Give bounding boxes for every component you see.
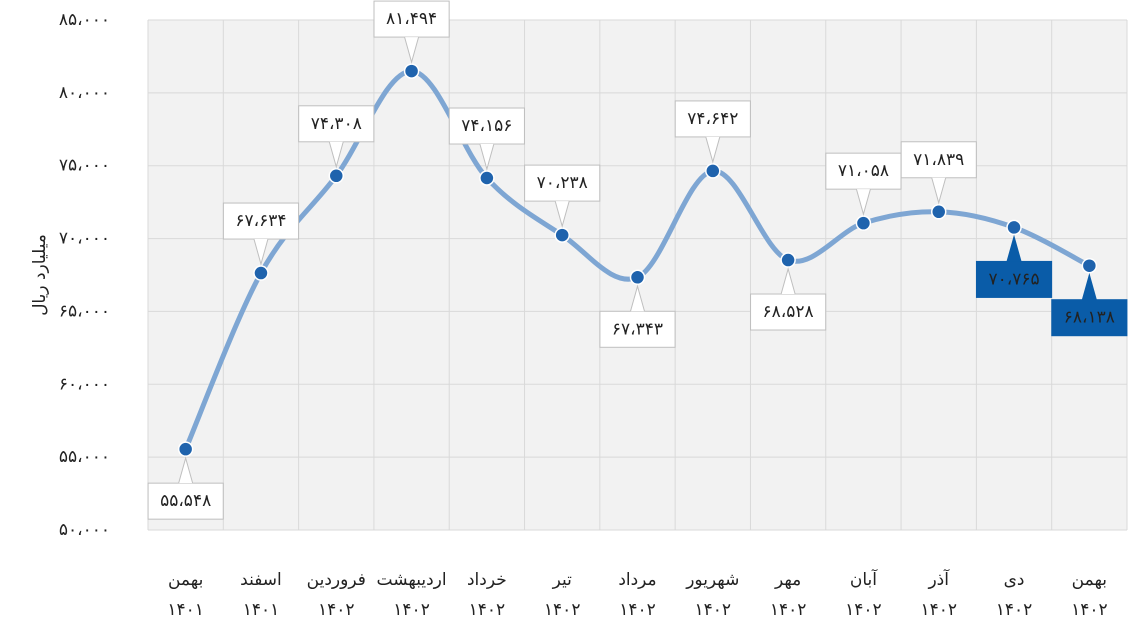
- x-tick-label: بهمن ۱۴۰۲: [1071, 570, 1108, 620]
- y-tick-label: ۵۵،۰۰۰: [59, 447, 110, 467]
- marker: [328, 168, 345, 184]
- data-label: ۶۸،۱۳۸: [1051, 272, 1128, 337]
- data-label: ۷۱،۸۳۹: [900, 141, 977, 205]
- label-box: [674, 100, 751, 138]
- data-label: ۷۴،۳۰۸: [298, 105, 375, 169]
- label-pointer: [328, 141, 344, 169]
- label-pointer: [178, 456, 194, 484]
- data-label-text: ۷۴،۱۵۶: [461, 116, 512, 136]
- data-label-text: ۶۸،۱۳۸: [1064, 308, 1115, 328]
- marker: [705, 163, 721, 179]
- line: [183, 68, 1092, 452]
- y-tick-label: ۵۰،۰۰۰: [59, 520, 110, 540]
- marker: [403, 63, 420, 79]
- x-tick-label: مهر ۱۴۰۲: [769, 570, 807, 620]
- data-label: ۶۷،۶۳۴: [222, 202, 300, 266]
- x-tick-label: تیر ۱۴۰۲: [543, 570, 581, 620]
- label-pointer: [404, 36, 420, 64]
- data-label: ۶۸،۵۲۸: [750, 267, 827, 331]
- label-box: [975, 260, 1053, 298]
- marker: [1081, 257, 1098, 274]
- label-box: [298, 105, 375, 143]
- data-label: ۷۰،۷۶۵: [975, 234, 1053, 298]
- label-pointer: [1081, 272, 1097, 300]
- label-box: [599, 310, 676, 348]
- y-tick-label: ۸۰،۰۰۰: [59, 83, 110, 103]
- label-box: [222, 202, 300, 240]
- label-pointer: [630, 284, 645, 312]
- data-label-text: ۷۱،۰۵۸: [838, 161, 889, 181]
- label-box: [373, 0, 450, 38]
- x-tick-label: خرداد ۱۴۰۲: [466, 570, 507, 620]
- data-label: ۵۵،۵۴۸: [147, 456, 224, 520]
- label-pointer: [554, 200, 570, 228]
- y-tick-label: ۷۰،۰۰۰: [59, 229, 110, 249]
- label-box: [147, 482, 224, 520]
- label-pointer: [931, 177, 947, 205]
- y-tick-label: ۶۵،۰۰۰: [59, 301, 110, 321]
- data-label-text: ۷۰،۷۶۵: [988, 269, 1039, 289]
- data-label-text: ۶۷،۶۳۴: [235, 211, 286, 231]
- data-label: ۷۰،۲۳۸: [524, 164, 601, 228]
- marker: [780, 252, 796, 268]
- y-tick-label: ۶۰،۰۰۰: [59, 374, 110, 394]
- label-pointer: [705, 136, 721, 164]
- marker: [253, 265, 269, 281]
- x-tick-label: آذر ۱۴۰۲: [920, 570, 957, 620]
- data-label-text: ۶۸،۵۲۸: [763, 302, 814, 322]
- x-tick-label: اردیبهشت ۱۴۰۲: [376, 570, 447, 620]
- y-axis-label: میلیارد ریال: [30, 234, 50, 316]
- marker: [554, 227, 570, 243]
- data-label-text: ۷۴،۶۴۲: [687, 109, 738, 129]
- label-box: [900, 141, 977, 179]
- data-label-text: ۷۰،۲۳۸: [537, 173, 588, 193]
- x-tick-label: دی ۱۴۰۲: [995, 570, 1033, 620]
- data-label: ۸۱،۴۹۴: [373, 0, 450, 64]
- x-tick-label: فروردین ۱۴۰۲: [306, 570, 366, 620]
- data-label: ۷۴،۱۵۶: [448, 107, 525, 171]
- marker: [177, 441, 194, 457]
- y-tick-label: ۷۵،۰۰۰: [59, 156, 110, 176]
- label-pointer: [253, 238, 269, 266]
- label-pointer: [1006, 234, 1022, 262]
- y-tick-label: ۸۵،۰۰۰: [59, 10, 110, 30]
- data-label-text: ۷۴،۳۰۸: [311, 114, 362, 134]
- marker: [1006, 219, 1022, 236]
- marker: [930, 204, 947, 220]
- data-label-text: ۸۱،۴۹۴: [386, 9, 437, 29]
- data-label: ۷۱،۰۵۸: [825, 152, 902, 217]
- data-label-text: ۶۷،۳۴۳: [612, 319, 663, 339]
- label-box: [750, 293, 827, 331]
- data-label-text: ۷۱،۸۳۹: [913, 150, 964, 170]
- data-label: ۶۷،۳۴۳: [599, 284, 676, 348]
- x-tick-label: شهریور ۱۴۰۲: [686, 570, 740, 620]
- marker: [855, 215, 872, 231]
- marker: [479, 170, 495, 186]
- label-box: [1051, 299, 1128, 337]
- marker: [629, 269, 646, 286]
- label-pointer: [479, 143, 495, 171]
- data-label: ۷۴،۶۴۲: [674, 100, 751, 164]
- label-pointer: [780, 267, 796, 295]
- label-pointer: [855, 189, 871, 217]
- x-tick-label: آبان ۱۴۰۲: [845, 570, 882, 620]
- x-tick-label: مرداد ۱۴۰۲: [618, 570, 657, 620]
- x-tick-label: اسفند ۱۴۰۱: [240, 570, 282, 620]
- data-label-text: ۵۵،۵۴۸: [160, 491, 211, 511]
- label-box: [448, 107, 525, 145]
- x-tick-label: بهمن ۱۴۰۱: [167, 570, 204, 620]
